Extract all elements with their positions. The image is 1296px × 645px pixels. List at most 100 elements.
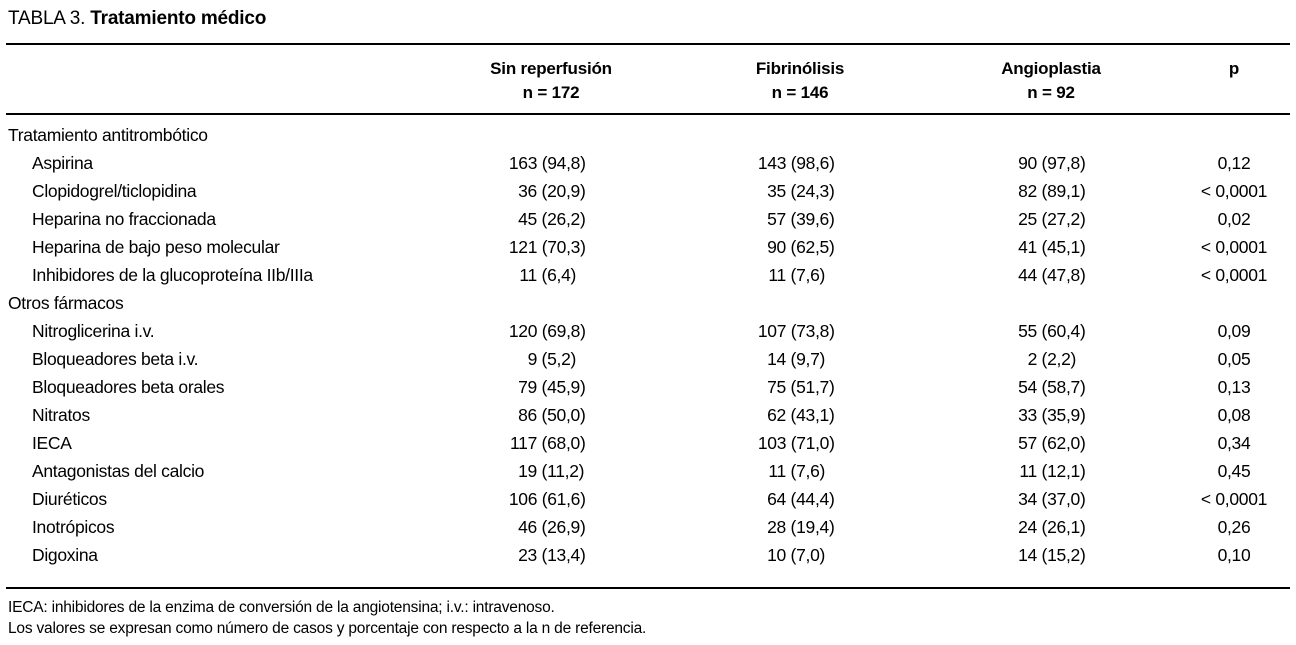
cell-sin-reperfusion: 86 (50,0) xyxy=(518,404,586,425)
cell-p-value: 0,08 xyxy=(1217,404,1251,425)
table-body: Tratamiento antitrombótico Aspirina 163 … xyxy=(6,115,1290,587)
col-header-n: n = 146 xyxy=(771,83,829,102)
col-header-label: p xyxy=(1228,59,1240,78)
cell-fibrinolisis: 35 (24,3) xyxy=(767,180,835,201)
cell-p-value: 0,26 xyxy=(1217,516,1251,537)
cell-fibrinolisis: 107 (73,8) xyxy=(757,320,835,341)
row-label: IECA xyxy=(32,432,72,453)
cell-fibrinolisis: 103 (71,0) xyxy=(757,432,835,453)
medical-treatment-table: Sin reperfusión n = 172 Fibrinólisis n =… xyxy=(6,43,1290,589)
row-label: Inhibidores de la glucoproteína IIb/IIIa xyxy=(32,264,313,285)
cell-sin-reperfusion: 117 (68,0) xyxy=(510,432,586,453)
row-label: Aspirina xyxy=(32,152,93,173)
col-header-p: p xyxy=(1178,57,1290,81)
table-row: Nitroglicerina i.v. 120 (69,8) 107 (73,8… xyxy=(6,317,1290,345)
row-label: Bloqueadores beta orales xyxy=(32,376,225,397)
table-row: Digoxina 23 (13,4) 10 (7,0) 14 (15,2) 0,… xyxy=(6,541,1290,569)
table-row: Diuréticos 106 (61,6) 64 (44,4) 34 (37,0… xyxy=(6,485,1290,513)
table-row: Heparina de bajo peso molecular 121 (70,… xyxy=(6,233,1290,261)
row-label: Antagonistas del calcio xyxy=(32,460,205,481)
cell-fibrinolisis: 75 (51,7) xyxy=(767,376,835,397)
col-header-label: Sin reperfusión xyxy=(490,59,612,78)
table-row: Inhibidores de la glucoproteína IIb/IIIa… xyxy=(6,261,1290,289)
cell-angioplastia: 2 (2,2) xyxy=(1027,348,1077,369)
cell-sin-reperfusion: 19 (11,2) xyxy=(518,460,585,481)
cell-fibrinolisis: 14 (9,7) xyxy=(767,348,826,369)
cell-angioplastia: 41 (45,1) xyxy=(1018,236,1086,257)
cell-fibrinolisis: 11 (7,6) xyxy=(768,264,826,285)
cell-angioplastia: 55 (60,4) xyxy=(1018,320,1086,341)
table-row: Clopidogrel/ticlopidina 36 (20,9) 35 (24… xyxy=(6,177,1290,205)
table-row: Bloqueadores beta orales 79 (45,9) 75 (5… xyxy=(6,373,1290,401)
cell-angioplastia: 34 (37,0) xyxy=(1018,488,1086,509)
cell-p-value: 0,12 xyxy=(1217,152,1251,173)
table-row: Nitratos 86 (50,0) 62 (43,1) 33 (35,9) 0… xyxy=(6,401,1290,429)
row-label: Digoxina xyxy=(32,544,98,565)
cell-angioplastia: 82 (89,1) xyxy=(1018,180,1086,201)
cell-angioplastia: 33 (35,9) xyxy=(1018,404,1086,425)
cell-sin-reperfusion: 121 (70,3) xyxy=(508,236,586,257)
cell-fibrinolisis: 10 (7,0) xyxy=(767,544,826,565)
cell-p-value: 0,02 xyxy=(1217,208,1251,229)
row-label: Nitratos xyxy=(32,404,90,425)
table-title: TABLA 3. Tratamiento médico xyxy=(8,8,1296,30)
cell-sin-reperfusion: 46 (26,9) xyxy=(518,516,586,537)
col-header-label: Fibrinólisis xyxy=(755,59,845,78)
cell-sin-reperfusion: 45 (26,2) xyxy=(518,208,586,229)
row-label: Heparina no fraccionada xyxy=(32,208,216,229)
col-header-sin-reperfusion: Sin reperfusión n = 172 xyxy=(426,57,676,105)
cell-sin-reperfusion: 11 (6,4) xyxy=(519,264,577,285)
row-label: Tratamiento antitrombótico xyxy=(8,124,208,145)
cell-sin-reperfusion: 163 (94,8) xyxy=(508,152,586,173)
footnote-abbreviations: IECA: inhibidores de la enzima de conver… xyxy=(8,599,555,616)
col-header-fibrinolisis: Fibrinólisis n = 146 xyxy=(676,57,924,105)
footnote-values-note: Los valores se expresan como número de c… xyxy=(8,620,647,637)
table-row: Antagonistas del calcio 19 (11,2) 11 (7,… xyxy=(6,457,1290,485)
cell-fibrinolisis: 11 (7,6) xyxy=(768,460,826,481)
table-row: Heparina no fraccionada 45 (26,2) 57 (39… xyxy=(6,205,1290,233)
table-header-row: Sin reperfusión n = 172 Fibrinólisis n =… xyxy=(6,45,1290,115)
table-row: Bloqueadores beta i.v. 9 (5,2) 14 (9,7) … xyxy=(6,345,1290,373)
cell-p-value: < 0,0001 xyxy=(1200,180,1268,201)
cell-p-value: 0,13 xyxy=(1217,376,1251,397)
cell-fibrinolisis: 90 (62,5) xyxy=(767,236,835,257)
table-row: IECA 117 (68,0) 103 (71,0) 57 (62,0) 0,3… xyxy=(6,429,1290,457)
table-footnotes: IECA: inhibidores de la enzima de conver… xyxy=(8,597,1296,639)
row-label: Otros fármacos xyxy=(8,292,124,313)
cell-p-value: < 0,0001 xyxy=(1200,488,1268,509)
cell-fibrinolisis: 64 (44,4) xyxy=(767,488,835,509)
cell-p-value: < 0,0001 xyxy=(1200,264,1268,285)
row-label: Heparina de bajo peso molecular xyxy=(32,236,280,257)
cell-p-value: 0,05 xyxy=(1217,348,1251,369)
table-number: TABLA 3. xyxy=(8,8,86,29)
cell-angioplastia: 24 (26,1) xyxy=(1018,516,1086,537)
cell-sin-reperfusion: 120 (69,8) xyxy=(508,320,586,341)
cell-fibrinolisis: 28 (19,4) xyxy=(767,516,835,537)
table-name: Tratamiento médico xyxy=(90,8,267,29)
cell-angioplastia: 54 (58,7) xyxy=(1018,376,1086,397)
cell-p-value: 0,09 xyxy=(1217,320,1251,341)
cell-sin-reperfusion: 9 (5,2) xyxy=(527,348,577,369)
table-row: Inotrópicos 46 (26,9) 28 (19,4) 24 (26,1… xyxy=(6,513,1290,541)
row-label: Diuréticos xyxy=(32,488,107,509)
row-label: Inotrópicos xyxy=(32,516,115,537)
col-header-label: Angioplastia xyxy=(1001,59,1101,78)
row-label: Nitroglicerina i.v. xyxy=(32,320,155,341)
cell-angioplastia: 11 (12,1) xyxy=(1019,460,1086,481)
col-header-n: n = 172 xyxy=(522,83,580,102)
cell-angioplastia: 90 (97,8) xyxy=(1018,152,1086,173)
cell-sin-reperfusion: 79 (45,9) xyxy=(518,376,586,397)
cell-p-value: 0,10 xyxy=(1217,544,1251,565)
cell-fibrinolisis: 143 (98,6) xyxy=(757,152,835,173)
col-header-n: n = 92 xyxy=(1027,83,1075,102)
cell-angioplastia: 57 (62,0) xyxy=(1018,432,1086,453)
cell-angioplastia: 25 (27,2) xyxy=(1018,208,1086,229)
cell-p-value: 0,34 xyxy=(1217,432,1251,453)
row-label: Bloqueadores beta i.v. xyxy=(32,348,199,369)
cell-angioplastia: 44 (47,8) xyxy=(1018,264,1086,285)
cell-fibrinolisis: 62 (43,1) xyxy=(767,404,835,425)
table-row: Aspirina 163 (94,8) 143 (98,6) 90 (97,8)… xyxy=(6,149,1290,177)
cell-sin-reperfusion: 36 (20,9) xyxy=(518,180,586,201)
col-header-angioplastia: Angioplastia n = 92 xyxy=(924,57,1178,105)
